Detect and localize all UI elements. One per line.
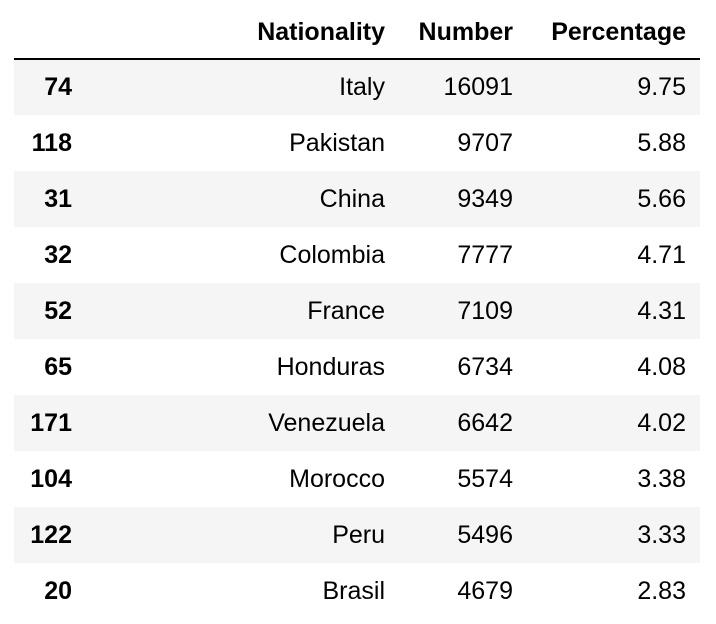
cell-nationality: Honduras xyxy=(276,352,385,381)
cell-percentage: 5.88 xyxy=(637,128,686,157)
cell-number: 6642 xyxy=(457,408,513,437)
row-index: 104 xyxy=(30,464,72,493)
cell-number: 9707 xyxy=(457,128,513,157)
cell-percentage: 3.33 xyxy=(637,520,686,549)
cell-percentage: 4.02 xyxy=(637,408,686,437)
row-index: 122 xyxy=(30,520,72,549)
table-row: 171 Venezuela 6642 4.02 xyxy=(14,395,700,451)
cell-percentage: 4.31 xyxy=(637,296,686,325)
cell-number: 5496 xyxy=(457,520,513,549)
row-index: 20 xyxy=(44,576,72,605)
cell-number: 7109 xyxy=(457,296,513,325)
table-row: 20 Brasil 4679 2.83 xyxy=(14,563,700,619)
row-index: 65 xyxy=(44,352,72,381)
table-header: Nationality Number Percentage xyxy=(14,6,700,60)
header-row: Nationality Number Percentage xyxy=(14,6,700,60)
table-row: 122 Peru 5496 3.33 xyxy=(14,507,700,563)
cell-nationality: Morocco xyxy=(289,464,385,493)
table-row: 32 Colombia 7777 4.71 xyxy=(14,227,700,283)
nationality-table: Nationality Number Percentage 74 Italy 160… xyxy=(14,6,700,619)
cell-percentage: 9.75 xyxy=(637,73,686,101)
cell-nationality: Peru xyxy=(332,520,385,549)
cell-number: 5574 xyxy=(457,464,513,493)
cell-number: 9349 xyxy=(457,184,513,213)
row-index: 171 xyxy=(30,408,72,437)
row-index: 118 xyxy=(31,128,72,157)
index-header xyxy=(14,6,86,60)
table-row: 52 France 7109 4.31 xyxy=(14,283,700,339)
cell-percentage: 5.66 xyxy=(637,184,686,213)
table-row: 74 Italy 16091 9.75 xyxy=(14,59,700,115)
cell-nationality: Colombia xyxy=(279,240,385,269)
cell-nationality: Pakistan xyxy=(289,128,385,157)
cell-number: 7777 xyxy=(457,240,513,269)
cell-number: 16091 xyxy=(443,73,513,101)
cell-nationality: Venezuela xyxy=(268,408,385,437)
cell-number: 4679 xyxy=(457,576,513,605)
column-header-nationality: Nationality xyxy=(86,6,399,60)
cell-percentage: 4.71 xyxy=(637,240,686,269)
row-index: 52 xyxy=(44,296,72,325)
cell-percentage: 2.83 xyxy=(637,576,686,605)
cell-nationality: Italy xyxy=(339,73,385,101)
column-header-number: Number xyxy=(399,6,527,60)
column-header-percentage: Percentage xyxy=(527,6,700,60)
dataframe-container: Nationality Number Percentage 74 Italy 160… xyxy=(14,6,700,619)
table-row: 31 China 9349 5.66 xyxy=(14,171,700,227)
row-index: 32 xyxy=(44,240,72,269)
cell-percentage: 3.38 xyxy=(637,464,686,493)
table-row: 118 Pakistan 9707 5.88 xyxy=(14,115,700,171)
cell-nationality: France xyxy=(307,296,385,325)
cell-percentage: 4.08 xyxy=(637,352,686,381)
cell-number: 6734 xyxy=(457,352,513,381)
table-row: 65 Honduras 6734 4.08 xyxy=(14,339,700,395)
row-index: 74 xyxy=(44,73,72,101)
table-body: 74 Italy 16091 9.75 118 Pakistan 9707 5.88 31 Chi… xyxy=(14,59,700,619)
cell-nationality: China xyxy=(319,184,385,213)
table-row: 104 Morocco 5574 3.38 xyxy=(14,451,700,507)
row-index: 31 xyxy=(44,184,72,213)
cell-nationality: Brasil xyxy=(322,576,385,605)
